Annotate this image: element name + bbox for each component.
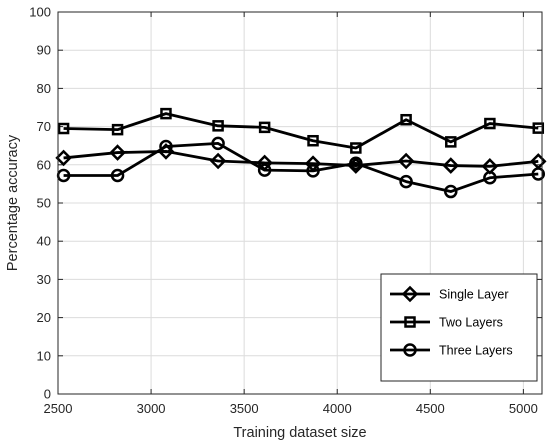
plot-area-frame <box>57 11 543 395</box>
y-tick-label: 50 <box>37 196 51 211</box>
data-point-diamond <box>55 149 72 167</box>
y-tick-label: 40 <box>37 234 51 249</box>
series-line <box>63 142 539 193</box>
data-point-circle <box>110 168 125 183</box>
data-point-square <box>484 117 496 130</box>
legend-marker-square <box>404 316 416 328</box>
data-point-circle <box>483 171 497 185</box>
x-tick-label: 3500 <box>230 401 259 416</box>
y-tick-label: 70 <box>37 119 51 134</box>
legend-item: Single Layer <box>390 285 509 303</box>
data-point-square <box>307 134 319 147</box>
data-point-square <box>350 142 362 154</box>
legend-label: Three Layers <box>439 344 513 358</box>
legend-marker-circle <box>403 343 417 357</box>
series-line <box>63 112 539 150</box>
series-line <box>63 150 539 168</box>
data-point-circle <box>159 139 173 154</box>
data-point-circle <box>306 164 320 178</box>
y-axis-title: Percentage accuracy <box>5 134 21 271</box>
data-point-circle <box>257 163 272 177</box>
legend-marker-diamond <box>401 285 419 303</box>
x-tick-label: 3000 <box>137 401 166 416</box>
x-tick-label: 4500 <box>416 401 445 416</box>
legend-label: Two Layers <box>439 316 503 330</box>
y-tick-label: 60 <box>37 157 51 172</box>
data-point-square <box>532 122 545 134</box>
axis-ticks: 2500 3000 3500 4000 4500 5000 0 10 20 30 40 50 60 70 8… <box>29 5 542 416</box>
data-point-circle <box>399 174 413 189</box>
data-point-square <box>400 113 412 126</box>
y-tick-label: 30 <box>37 272 51 287</box>
data-point-square <box>445 136 457 148</box>
x-axis-title: Training dataset size <box>233 425 366 441</box>
data-point-circle <box>444 184 458 199</box>
data-point-square <box>111 123 124 136</box>
data-point-square <box>160 107 172 120</box>
data-point-diamond <box>442 157 460 174</box>
data-point-diamond <box>209 152 227 170</box>
x-tick-label: 5000 <box>509 401 538 416</box>
data-point-circle <box>211 136 225 151</box>
data-point-square <box>57 122 70 135</box>
data-point-diamond <box>109 144 126 161</box>
y-tick-label: 80 <box>37 81 51 96</box>
data-point-circle <box>349 156 363 171</box>
data-point-diamond <box>397 152 415 170</box>
data-point-circle <box>531 167 546 181</box>
x-tick-label: 4000 <box>323 401 352 416</box>
x-tick-label: 2500 <box>44 401 73 416</box>
series-group <box>55 107 547 199</box>
legend-item: Two Layers <box>390 316 503 330</box>
legend-label: Single Layer <box>439 288 509 302</box>
y-tick-label: 0 <box>44 387 51 402</box>
y-tick-label: 90 <box>37 43 51 58</box>
series-circle <box>56 136 546 199</box>
data-point-square <box>212 120 224 132</box>
y-tick-label: 20 <box>37 310 51 325</box>
y-tick-label: 100 <box>29 5 51 20</box>
legend-item: Three Layers <box>390 343 513 358</box>
data-point-square <box>258 121 271 134</box>
y-tick-label: 10 <box>37 348 51 363</box>
series-square <box>57 107 545 154</box>
legend: Single Layer Two Layers Three Layers <box>380 273 538 382</box>
